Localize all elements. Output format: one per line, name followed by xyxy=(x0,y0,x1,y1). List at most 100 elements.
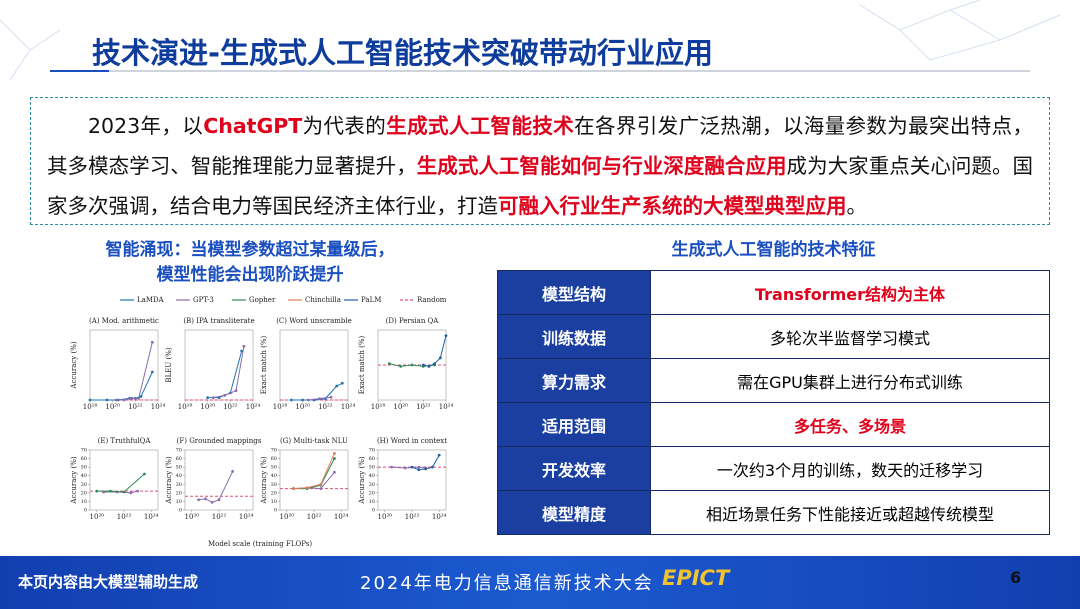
series-point xyxy=(206,396,210,400)
page-number: 6 xyxy=(1010,568,1022,587)
series-point xyxy=(333,470,336,474)
y-axis-label: BLEU (%) xyxy=(165,347,173,382)
x-tick-label: 10²⁴ xyxy=(334,513,349,521)
series-point xyxy=(130,396,134,400)
series-point xyxy=(197,498,201,502)
series-line xyxy=(213,346,245,399)
series-point xyxy=(139,395,143,398)
series-point xyxy=(318,397,322,400)
y-tick-label: 50 xyxy=(81,465,87,471)
x-tick-label: 10¹⁸ xyxy=(273,403,288,411)
intro-text: 成为大家重点关心问题。国家多次强调，结合电力等国民经济主体行业，打造 xyxy=(47,154,1033,218)
plot-frame xyxy=(89,329,159,401)
series-point xyxy=(122,398,126,402)
y-tick-label: 0 xyxy=(84,508,87,514)
plot-frame xyxy=(279,329,349,401)
x-tick-label: 10²⁴ xyxy=(432,513,447,521)
series-point xyxy=(403,466,407,470)
y-tick-label: 70 xyxy=(369,448,375,454)
intro-text: 为代表的 xyxy=(302,114,387,138)
panel-title: (D) Persian QA xyxy=(386,317,440,325)
y-tick-label: 0 xyxy=(179,508,182,514)
plot-frame xyxy=(89,449,159,511)
conference-name: 2024年电力信息通信新技术大会 xyxy=(360,573,654,594)
x-tick-label: 10²⁴ xyxy=(151,403,166,411)
series-point xyxy=(109,489,112,493)
legend-label: PaLM xyxy=(361,296,381,304)
row-value: 多任务、多场景 xyxy=(650,402,1050,447)
x-tick-label: 10¹⁸ xyxy=(178,403,193,411)
series-point xyxy=(433,362,437,365)
y-tick-label: 50 xyxy=(369,465,375,471)
series-point xyxy=(301,398,305,402)
table-row: 模型精度 相近场景任务下性能接近或超越传统模型 xyxy=(497,490,1050,535)
title-rule xyxy=(50,70,1030,72)
feature-table: 模型结构 Transformer结构为主体 训练数据 多轮次半监督学习模式 算力需求 需在… xyxy=(497,270,1050,535)
series-point xyxy=(88,398,92,402)
y-tick-label: 10 xyxy=(271,499,277,505)
x-tick-label: 10²⁴ xyxy=(239,513,254,521)
row-value: 多轮次半监督学习模式 xyxy=(650,314,1050,359)
intro-text: 。 xyxy=(846,194,868,218)
legend-label: Chinchilla xyxy=(305,296,341,304)
x-tick-label: 10²⁴ xyxy=(341,403,356,411)
emergence-figure: LaMDA GPT-3 Gopher Chinchilla PaLM Random (A) … xyxy=(70,296,453,548)
panel-title: (G) Multi-task NLU xyxy=(280,437,348,445)
row-value: 需在GPU集群上进行分布式训练 xyxy=(650,358,1050,403)
series-point xyxy=(129,491,133,495)
heading-line: 智能涌现：当模型参数超过某量级后， xyxy=(105,240,395,260)
series-point xyxy=(417,468,421,472)
series-point xyxy=(424,467,427,471)
y-axis-label: Accuracy (%) xyxy=(70,341,78,389)
series-line xyxy=(423,335,447,367)
series-point xyxy=(329,395,333,399)
y-tick-label: 20 xyxy=(369,490,375,496)
table-row: 开发效率 一次约3个月的训练，数天的迁移学习 xyxy=(497,446,1050,491)
series-point xyxy=(319,487,323,490)
plot-frame xyxy=(184,329,254,401)
x-tick-label: 10²² xyxy=(405,513,420,521)
y-tick-label: 20 xyxy=(81,490,87,496)
y-tick-label: 70 xyxy=(271,448,277,454)
series-point xyxy=(234,389,238,393)
series-point xyxy=(340,381,344,385)
x-tick-label: 10¹⁸ xyxy=(83,403,98,411)
figure-heading: 智能涌现：当模型参数超过某量级后， 模型性能会出现阶跃提升 xyxy=(60,238,440,288)
y-tick-label: 60 xyxy=(369,456,375,462)
y-tick-label: 10 xyxy=(81,499,87,505)
row-value: 一次约3个月的训练，数天的迁移学习 xyxy=(650,446,1050,491)
table-row: 训练数据 多轮次半监督学习模式 xyxy=(497,314,1050,359)
x-tick-label: 10²⁰ xyxy=(90,513,105,521)
highlight-text: 生成式人工智能技术 xyxy=(386,114,575,138)
row-value: 相近场景任务下性能接近或超越传统模型 xyxy=(650,490,1050,535)
highlight-text: 生成式人工智能如何与行业深度融合应用 xyxy=(416,154,787,178)
series-line xyxy=(291,382,343,401)
intro-text: 2023年，以 xyxy=(88,114,204,138)
series-point xyxy=(143,472,146,476)
series-point xyxy=(292,487,295,490)
plot-frame xyxy=(377,449,447,511)
legend-label: Gopher xyxy=(249,296,276,304)
y-tick-label: 40 xyxy=(81,473,87,479)
x-tick-label: 10²² xyxy=(318,403,333,411)
highlight-text: 可融入行业生产系统的大模型典型应用 xyxy=(498,194,847,218)
series-line xyxy=(116,342,153,401)
series-point xyxy=(427,365,431,368)
series-point xyxy=(438,356,442,360)
x-tick-label: 10²⁴ xyxy=(246,403,261,411)
row-label: 适用范围 xyxy=(497,402,651,447)
series-point xyxy=(150,340,154,344)
y-tick-label: 30 xyxy=(271,482,277,488)
slide-title: 技术演进-生成式人工智能技术突破带动行业应用 xyxy=(92,36,714,70)
series-point xyxy=(333,457,336,460)
y-tick-label: 70 xyxy=(81,448,87,454)
row-label: 模型结构 xyxy=(497,270,651,315)
x-tick-label: 10²² xyxy=(212,513,227,521)
series-line xyxy=(90,371,153,401)
x-tick-label: 10²² xyxy=(307,513,322,521)
series-line xyxy=(293,458,335,490)
y-tick-label: 50 xyxy=(271,465,277,471)
series-point xyxy=(289,398,293,402)
footer: 本页内容由大模型辅助生成 2024年电力信息通信新技术大会 EPICT 6 xyxy=(0,556,1080,609)
